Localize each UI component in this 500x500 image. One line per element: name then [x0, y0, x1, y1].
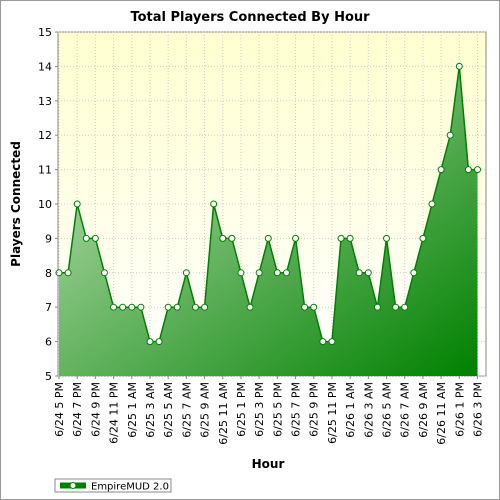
point — [319, 338, 327, 346]
x-tick-label: 6/26 1 AM — [344, 382, 357, 438]
x-tick-label: 6/26 3 PM — [472, 382, 485, 437]
point — [373, 303, 381, 311]
x-tick-label: 6/24 5 PM — [53, 382, 66, 437]
point — [64, 269, 72, 277]
x-tick-label: 6/25 11 AM — [217, 382, 230, 445]
legend-marker — [69, 482, 77, 489]
point — [110, 303, 118, 311]
point — [355, 269, 363, 277]
y-tick-label: 9 — [45, 232, 52, 245]
point — [383, 234, 391, 242]
point — [428, 200, 436, 208]
point — [146, 338, 154, 346]
point — [446, 131, 454, 139]
x-tick-label: 6/25 1 AM — [126, 382, 139, 438]
point — [210, 200, 218, 208]
point — [273, 269, 281, 277]
point — [164, 303, 172, 311]
y-tick-label: 12 — [38, 129, 52, 142]
point — [119, 303, 127, 311]
y-tick-label: 6 — [45, 336, 52, 349]
point — [401, 303, 409, 311]
point — [228, 234, 236, 242]
point — [137, 303, 145, 311]
chart-title: Total Players Connected By Hour — [130, 10, 370, 25]
x-tick-label: 6/25 5 PM — [271, 382, 284, 437]
point — [128, 303, 136, 311]
point — [246, 303, 254, 311]
x-tick-label: 6/25 7 PM — [290, 382, 303, 437]
point — [301, 303, 309, 311]
point — [410, 269, 418, 277]
point — [73, 200, 81, 208]
point — [464, 166, 472, 174]
point — [419, 234, 427, 242]
x-tick-label: 6/25 5 AM — [162, 382, 175, 438]
x-tick-label: 6/24 9 PM — [89, 382, 102, 437]
point — [437, 166, 445, 174]
point — [346, 234, 354, 242]
x-axis-label: Hour — [252, 457, 285, 471]
y-axis-label: Players Connected — [9, 141, 23, 267]
x-tick-label: 6/26 3 AM — [362, 382, 375, 438]
x-tick-label: 6/25 3 AM — [144, 382, 157, 438]
point — [282, 269, 290, 277]
y-tick-label: 13 — [38, 95, 52, 108]
x-tick-label: 6/26 5 AM — [381, 382, 394, 438]
point — [328, 338, 336, 346]
y-tick-label: 11 — [38, 164, 52, 177]
x-tick-label: 6/25 1 PM — [235, 382, 248, 437]
y-tick-label: 8 — [45, 267, 52, 280]
point — [155, 338, 163, 346]
point — [173, 303, 181, 311]
y-tick-label: 14 — [38, 60, 52, 73]
point — [292, 234, 300, 242]
x-tick-label: 6/25 9 PM — [308, 382, 321, 437]
x-tick-label: 6/26 11 AM — [435, 382, 448, 445]
legend-label: EmpireMUD 2.0 — [91, 482, 169, 493]
y-tick-label: 10 — [38, 198, 52, 211]
point — [191, 303, 199, 311]
x-tick-label: 6/26 7 AM — [399, 382, 412, 438]
point — [91, 234, 99, 242]
x-tick-label: 6/25 3 PM — [253, 382, 266, 437]
point — [474, 166, 481, 174]
point — [201, 303, 209, 311]
point — [255, 269, 263, 277]
point — [237, 269, 245, 277]
y-tick-label: 15 — [38, 26, 52, 39]
point — [364, 269, 372, 277]
area — [59, 66, 478, 377]
x-tick-label: 6/26 9 AM — [417, 382, 430, 438]
point — [100, 269, 108, 277]
x-tick-label: 6/24 7 PM — [71, 382, 84, 437]
point — [392, 303, 400, 311]
x-tick-label: 6/25 7 AM — [180, 382, 193, 438]
point — [310, 303, 318, 311]
x-tick-label: 6/25 11 PM — [326, 382, 339, 444]
point — [219, 234, 227, 242]
point — [455, 62, 463, 70]
legend-box — [54, 478, 172, 493]
x-tick-label: 6/25 9 AM — [199, 382, 212, 438]
point — [264, 234, 272, 242]
x-tick-label: 6/26 1 PM — [453, 382, 466, 437]
y-tick-label: 5 — [45, 370, 52, 383]
point — [182, 269, 190, 277]
y-tick-label: 7 — [45, 301, 52, 314]
point — [337, 234, 345, 242]
point — [82, 234, 90, 242]
x-tick-label: 6/24 11 PM — [108, 382, 121, 444]
